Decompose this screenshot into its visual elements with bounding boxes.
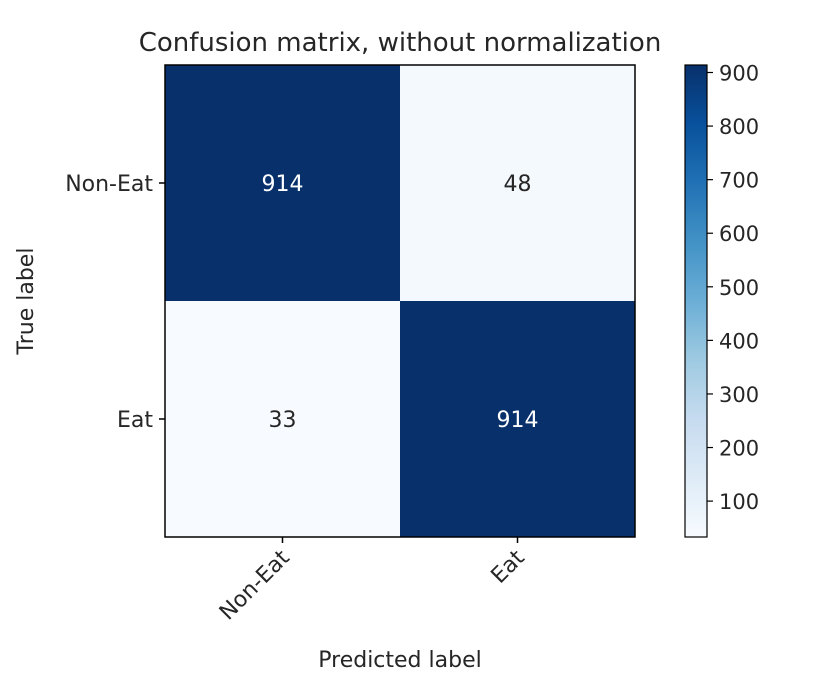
plot-frame xyxy=(164,64,636,538)
colorbar-tick-label: 200 xyxy=(719,437,759,461)
colorbar-tick-label: 300 xyxy=(719,383,759,407)
chart-title: Confusion matrix, without normalization xyxy=(139,28,662,58)
x-tick-label: Non-Eat xyxy=(215,545,295,625)
colorbar-tick-label: 900 xyxy=(719,62,759,86)
heatmap-cells: 914 48 33 914 xyxy=(165,65,635,537)
cell-value-label: 914 xyxy=(497,408,539,433)
x-axis-label: Predicted label xyxy=(318,648,481,673)
colorbar-tick-label: 100 xyxy=(719,490,759,514)
heatmap-cell xyxy=(165,65,400,301)
y-axis-label: True label xyxy=(14,248,39,356)
heatmap-cell xyxy=(165,301,400,537)
colorbar-tick-label: 600 xyxy=(719,222,759,246)
cell-value-label: 33 xyxy=(269,408,297,433)
cell-value-label: 48 xyxy=(504,172,532,197)
cell-value-label: 914 xyxy=(262,172,304,197)
colorbar-tick-label: 800 xyxy=(719,115,759,139)
y-tick-label: Eat xyxy=(117,408,153,433)
colorbar-tick-label: 500 xyxy=(719,276,759,300)
colorbar-gradient xyxy=(684,64,708,538)
heatmap-cell xyxy=(400,301,635,537)
x-tick-label: Eat xyxy=(487,545,530,588)
colorbar-tick-label: 400 xyxy=(719,329,759,353)
colorbar: 100 200 300 400 500 600 700 800 900 xyxy=(684,62,759,538)
y-tick-label: Non-Eat xyxy=(65,172,153,197)
colorbar-tick-label: 700 xyxy=(719,169,759,193)
heatmap-cell xyxy=(400,65,635,301)
